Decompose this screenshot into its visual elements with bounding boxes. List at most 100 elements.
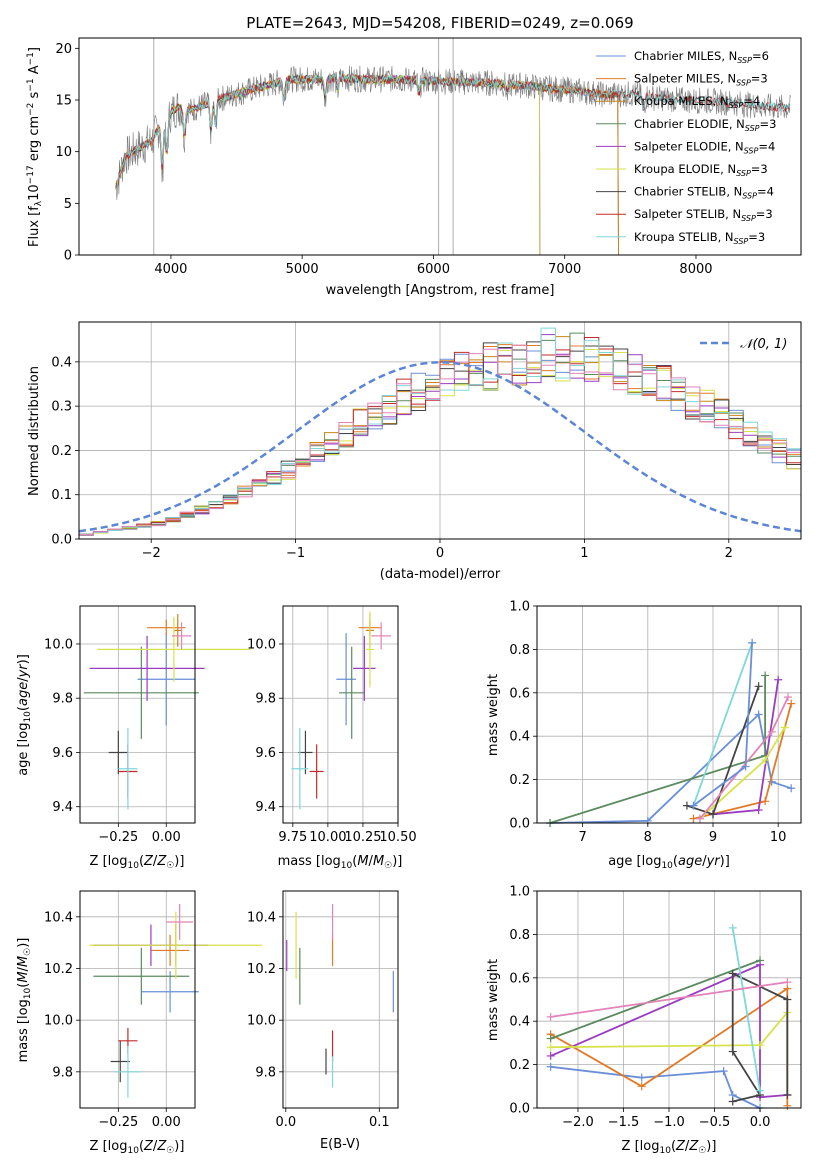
x-tick-label: 0.00 xyxy=(152,830,181,845)
weight-marker-pink xyxy=(695,814,704,823)
weight-line-pink xyxy=(550,981,788,1018)
legend-entry-label: Kroupa STELIB, NSSP=3 xyxy=(634,230,765,246)
histogram-x-label: (data-model)/error xyxy=(380,567,501,582)
y-tick-label: 10.2 xyxy=(247,962,276,977)
mass-weight-vs-Z-ticks: −2.0 −1.5 −1.0 −0.5 0.0 0.0 0.2 0.4 0.6 0.8 1.0 xyxy=(509,885,770,1131)
weight-marker-chabrier_stelib xyxy=(754,682,763,691)
y-tick-label: 0.4 xyxy=(51,355,72,370)
x-tick-label: −1.5 xyxy=(608,1115,640,1130)
age-vs-Z-y-label: age [log10(age/yr)] xyxy=(16,654,33,776)
mass-weight-vs-Z-y-label: mass weight xyxy=(486,959,501,1041)
x-tick-label: 7 xyxy=(578,830,586,845)
mass-weight-vs-Z-grid xyxy=(537,890,801,1109)
weight-marker-salpeter_miles xyxy=(637,1082,646,1091)
y-tick-label: 9.6 xyxy=(52,746,73,761)
normal-curve-line xyxy=(79,361,801,533)
y-tick-label: 9.8 xyxy=(255,692,276,707)
weight-marker-chabrier_miles xyxy=(719,1067,728,1076)
mass-vs-Z-ticks: −0.25 0.00 9.8 10.0 10.2 10.4 xyxy=(44,910,181,1130)
model-line-kroupa_stelib xyxy=(115,73,791,190)
x-tick-label: 9.75 xyxy=(278,830,307,845)
mass-vs-Z-points xyxy=(89,903,263,1098)
x-tick-label: 5000 xyxy=(286,262,319,277)
normal-curve-legend-label: 𝒩(0, 1) xyxy=(740,337,787,352)
mass-vs-ebv-grid xyxy=(283,891,398,1108)
weight-line-chabrier_elodie xyxy=(550,959,761,1040)
y-tick-label: 0.8 xyxy=(509,928,530,943)
mass-vs-Z-x-label: Z [log10(Z/Z☉)] xyxy=(90,1139,185,1156)
weight-marker-kroupa_elodie xyxy=(761,756,770,765)
mass-vs-ebv-frame xyxy=(282,890,399,1109)
x-tick-label: −1.0 xyxy=(653,1115,685,1130)
y-tick-label: 0.2 xyxy=(509,773,530,788)
y-tick-label: 9.6 xyxy=(255,746,276,761)
mass-vs-Z-frame xyxy=(79,890,196,1109)
weight-marker-salpeter_elodie xyxy=(754,805,763,814)
legend-entry-label: Salpeter ELODIE, NSSP=4 xyxy=(634,139,775,155)
y-tick-label: 9.8 xyxy=(52,692,73,707)
histogram-plot-area xyxy=(79,327,801,539)
x-tick-label: 8000 xyxy=(679,262,712,277)
weight-marker-salpeter_miles xyxy=(761,797,770,806)
y-tick-label: 1.0 xyxy=(509,885,530,900)
y-tick-label: 0.3 xyxy=(51,400,72,415)
y-tick-label: 20 xyxy=(55,42,72,57)
x-tick-label: −0.25 xyxy=(98,1115,138,1130)
weight-marker-chabrier_miles xyxy=(637,1073,646,1082)
y-tick-label: 9.8 xyxy=(52,1065,73,1080)
x-tick-label: 0.0 xyxy=(750,1115,771,1130)
hist-steps xyxy=(79,327,801,539)
y-tick-label: 0 xyxy=(64,249,72,264)
weight-marker-pink xyxy=(767,727,776,736)
legend-entry-label: Kroupa ELODIE, NSSP=3 xyxy=(634,162,768,178)
mass-vs-Z-y-label: mass [log10(M/M☉)] xyxy=(16,938,33,1063)
weight-marker-chabrier_stelib xyxy=(783,1090,792,1099)
weight-line-kroupa_stelib xyxy=(692,642,753,806)
y-tick-label: 0.6 xyxy=(509,971,530,986)
y-tick-label: 10 xyxy=(55,145,72,160)
age-vs-Z-panel: −0.25 0.00 9.4 9.6 9.8 10.0 Z [log10(Z/Z☉)] a… xyxy=(16,605,251,871)
spectrum-panel: PLATE=2643, MJD=54208, FIBERID=0249, z=0… xyxy=(26,14,802,298)
mass-vs-ebv-panel: 0.0 0.1 9.8 10.0 10.2 10.4 E(B-V) xyxy=(247,890,399,1152)
spectrum-lines xyxy=(115,38,791,255)
weight-marker-salpeter_miles xyxy=(787,699,796,708)
mass-weight-vs-age-y-label: mass weight xyxy=(486,674,501,756)
weight-marker-chabrier_elodie xyxy=(546,1034,555,1043)
y-tick-label: 0.2 xyxy=(509,1058,530,1073)
legend-entry-label: Chabrier ELODIE, NSSP=3 xyxy=(634,117,776,133)
weight-marker-chabrier_miles xyxy=(546,1062,555,1071)
mass-weight-vs-age-ticks: 7 8 9 10 0.0 0.2 0.4 0.6 0.8 1.0 xyxy=(509,600,786,846)
x-tick-label: 1 xyxy=(580,546,588,561)
histogram-y-label: Normed distribution xyxy=(27,366,42,496)
weight-marker-chabrier_miles xyxy=(754,710,763,719)
x-tick-label: 0.0 xyxy=(275,1115,296,1130)
x-tick-label: 7000 xyxy=(548,262,581,277)
spectrum-y-label: Flux [fλ10−17 erg cm−2 s−1 A−1] xyxy=(26,47,44,247)
x-tick-label: −2 xyxy=(142,546,161,561)
residual-histogram-panel: −2 −1 0 1 2 0.0 0.1 0.2 0.3 0.4 (data-model)/err… xyxy=(27,321,802,582)
x-tick-label: 9 xyxy=(709,830,717,845)
spectrum-legend: Chabrier MILES, NSSP=6 Salpeter MILES, NS… xyxy=(596,49,776,246)
weight-marker-pink xyxy=(783,978,792,987)
weight-marker-chabrier_miles xyxy=(748,638,757,647)
weight-marker-chabrier_stelib xyxy=(783,995,792,1004)
weight-marker-chabrier_miles xyxy=(689,801,698,810)
y-tick-label: 0.1 xyxy=(51,488,72,503)
histogram-y-ticks: 0.0 0.1 0.2 0.3 0.4 xyxy=(51,355,79,548)
weight-marker-chabrier_stelib xyxy=(728,1097,737,1106)
weight-marker-salpeter_elodie xyxy=(774,675,783,684)
spectrum-title: PLATE=2643, MJD=54208, FIBERID=0249, z=0… xyxy=(246,14,633,32)
spectrum-y-ticks: 0 5 10 15 20 xyxy=(55,42,79,264)
weight-marker-chabrier_miles xyxy=(741,762,750,771)
age-vs-Z-grid xyxy=(80,606,195,823)
y-tick-label: 5 xyxy=(64,197,72,212)
weight-marker-kroupa_elodie xyxy=(546,1043,555,1052)
y-tick-label: 0.8 xyxy=(509,643,530,658)
y-tick-label: 10.2 xyxy=(44,962,73,977)
y-tick-label: 0.0 xyxy=(509,1102,530,1117)
y-tick-label: 0.4 xyxy=(509,730,530,745)
x-tick-label: −1 xyxy=(286,546,305,561)
weight-marker-pink xyxy=(546,1012,555,1021)
